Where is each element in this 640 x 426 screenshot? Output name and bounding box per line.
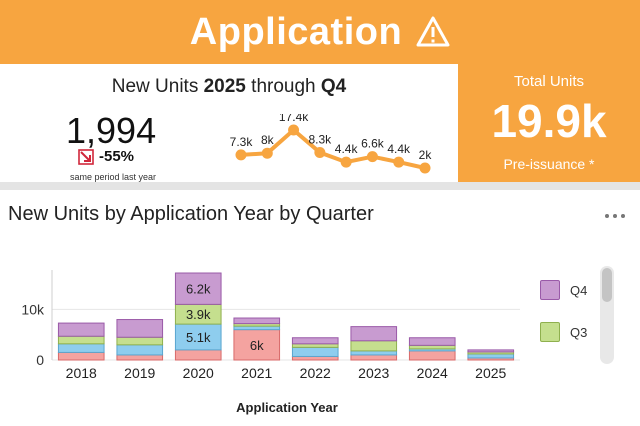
kpi-heading: New Units 2025 through Q4 xyxy=(111,76,347,97)
bar-segment-q3[interactable] xyxy=(57,335,105,345)
bar-segment-q1[interactable] xyxy=(116,354,164,361)
sparkline-label: 6.6k xyxy=(361,137,385,151)
bar-segment-q4[interactable] xyxy=(174,272,222,305)
sparkline-label: 17.4k xyxy=(279,114,309,124)
bar-data-label: 6.2k xyxy=(186,282,211,297)
more-icon[interactable] xyxy=(604,213,626,219)
sparkline-point[interactable] xyxy=(393,156,405,168)
bar-segment-q1[interactable] xyxy=(408,350,456,361)
sparkline-label: 4.4k xyxy=(335,142,359,156)
kpi-change-value: -55% xyxy=(99,148,135,165)
bar-segment-q2[interactable] xyxy=(467,353,515,359)
bar-segment-q3[interactable] xyxy=(116,336,164,346)
bar-segment-q4[interactable] xyxy=(467,349,515,353)
down-arrow-icon xyxy=(78,148,94,165)
bar-segment-q2[interactable] xyxy=(233,325,281,331)
kpi-caption: same period last year xyxy=(70,172,157,182)
total-units-sub: Pre-issuance * xyxy=(503,156,595,172)
bar-segment-q2[interactable] xyxy=(350,350,398,356)
sparkline-point[interactable] xyxy=(235,149,247,161)
bar-segment-q4[interactable] xyxy=(350,326,398,342)
legend-swatch xyxy=(540,322,560,342)
legend-label: Q4 xyxy=(570,282,588,298)
new-units-kpi-card[interactable]: New Units 2025 through Q4 1,994 -55% sam… xyxy=(0,64,458,182)
sparkline-point[interactable] xyxy=(261,147,273,159)
bar-segment-q3[interactable] xyxy=(291,343,339,348)
sparkline-point[interactable] xyxy=(340,156,352,168)
bar-data-label: 3.9k xyxy=(186,307,211,322)
x-tick-label: 2021 xyxy=(241,365,272,381)
bar-segment-q4[interactable] xyxy=(57,322,105,337)
x-tick-label: 2020 xyxy=(183,365,214,381)
chart-title: New Units by Application Year by Quarter xyxy=(8,203,374,225)
stacked-bar-chart: 0 10k 2018 2019 5.1k 3.9k 6.2k 2020 6k 2021 2022 20… xyxy=(21,270,520,415)
bar-segment-q3[interactable] xyxy=(408,344,456,350)
y-tick-label: 0 xyxy=(36,352,44,368)
bar-segment-q2[interactable] xyxy=(291,346,339,357)
sparkline-label: 8.3k xyxy=(309,132,333,146)
kpi-value: 1,994 xyxy=(66,110,157,151)
sparkline-label: 7.3k xyxy=(230,135,254,149)
bar-segment-q2[interactable] xyxy=(57,343,105,353)
x-tick-label: 2025 xyxy=(475,365,506,381)
x-axis-title: Application Year xyxy=(236,400,338,415)
total-units-label: Total Units xyxy=(513,73,585,90)
bar-segment-q2[interactable] xyxy=(116,344,164,356)
y-tick-label: 10k xyxy=(21,301,45,317)
total-units-value: 19.9k xyxy=(491,95,607,147)
bar-segment-q1[interactable] xyxy=(350,354,398,361)
bar-segment-q4[interactable] xyxy=(291,337,339,345)
warning-icon[interactable] xyxy=(416,15,450,49)
legend-item-q4[interactable]: Q4 xyxy=(540,280,587,300)
legend-scroll-thumb[interactable] xyxy=(602,268,612,302)
bar-segment-q4[interactable] xyxy=(408,337,456,346)
bar-data-label: 6k xyxy=(250,338,264,353)
x-tick-label: 2022 xyxy=(300,365,331,381)
bar-segment-q1[interactable] xyxy=(57,351,105,361)
bar-segment-q2[interactable] xyxy=(174,323,222,351)
bar-segment-q1[interactable] xyxy=(174,349,222,361)
app-banner: Application xyxy=(0,0,640,64)
sparkline-point[interactable] xyxy=(288,124,300,136)
sparkline-label: 8k xyxy=(261,133,275,147)
legend-item-q3[interactable]: Q3 xyxy=(540,322,587,342)
legend-swatch xyxy=(540,280,560,300)
sparkline-label: 4.4k xyxy=(387,142,411,156)
sparkline-point[interactable] xyxy=(366,151,378,163)
bar-segment-q1[interactable] xyxy=(233,329,281,361)
kpi-change: -55% xyxy=(78,148,134,165)
bar-segment-q4[interactable] xyxy=(116,319,164,338)
app-title: Application xyxy=(189,10,403,53)
total-units-card[interactable]: Total Units 19.9k Pre-issuance * xyxy=(458,64,640,182)
legend-label: Q3 xyxy=(570,324,588,340)
bar-segment-q3[interactable] xyxy=(350,340,398,352)
bar-segment-q4[interactable] xyxy=(233,317,281,325)
x-tick-label: 2019 xyxy=(124,365,155,381)
section-divider xyxy=(0,182,640,190)
x-tick-label: 2023 xyxy=(358,365,389,381)
sparkline-label: 2k xyxy=(419,148,433,162)
sparkline-point[interactable] xyxy=(419,162,431,174)
bar-segment-q1[interactable] xyxy=(291,355,339,361)
bar-data-label: 5.1k xyxy=(186,330,211,345)
x-tick-label: 2024 xyxy=(417,365,448,381)
sparkline-point[interactable] xyxy=(314,146,326,158)
x-tick-label: 2018 xyxy=(66,365,97,381)
